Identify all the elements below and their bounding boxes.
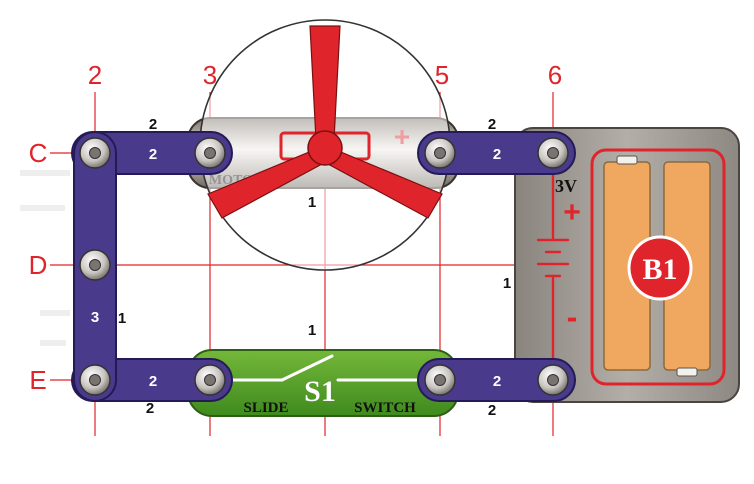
- stud-e5: [424, 364, 456, 396]
- battery-plus-sign: +: [563, 196, 581, 229]
- stud-c2: [79, 137, 111, 169]
- snap-wire-number: 2: [149, 373, 157, 390]
- snap-wire-top-right[interactable]: 2: [417, 131, 576, 175]
- level-label-bottom-right: 2: [488, 402, 496, 419]
- level-label-motor: 1: [308, 194, 316, 211]
- stud-c6: [537, 137, 569, 169]
- snap-wire-number: 2: [493, 373, 501, 390]
- level-label-bottom-left: 2: [146, 400, 154, 417]
- cell-terminal: [676, 367, 698, 377]
- battery-voltage-label: 3V: [555, 176, 577, 196]
- stud-e3: [194, 364, 226, 396]
- b1-badge: [627, 235, 693, 301]
- column-label-5: 5: [435, 60, 449, 90]
- row-label-d: D: [29, 250, 48, 280]
- stud-d2: [79, 249, 111, 281]
- stud-e2: [79, 364, 111, 396]
- level-label-battery: 1: [503, 275, 511, 292]
- switch-ref-label: S1: [304, 375, 336, 408]
- battery-symbol: [536, 166, 570, 362]
- switch-slide-text: SLIDE: [243, 400, 288, 416]
- snap-wire-number: 2: [493, 146, 501, 163]
- row-label-c: C: [29, 138, 48, 168]
- snap-wire-number: 3: [91, 309, 99, 326]
- background-smudge: [20, 170, 70, 346]
- level-label-switch: 1: [308, 322, 316, 339]
- stud-e6: [537, 364, 569, 396]
- level-label-top-left: 2: [149, 116, 157, 133]
- snap-wire-number: 2: [149, 146, 157, 163]
- column-label-6: 6: [548, 60, 562, 90]
- column-label-2: 2: [88, 60, 102, 90]
- battery-holder-b1[interactable]: B1 3V + -: [514, 127, 740, 403]
- level-label-top-right: 2: [488, 116, 496, 133]
- fan-blades: [207, 25, 443, 219]
- stud-c5: [424, 137, 456, 169]
- level-label-vertical: 1: [118, 310, 126, 327]
- cell-terminal: [616, 155, 638, 165]
- switch-switch-text: SWITCH: [354, 400, 416, 416]
- snap-wire-bottom-right[interactable]: 2: [417, 358, 576, 402]
- snap-studs: [79, 137, 569, 396]
- column-label-3: 3: [203, 60, 217, 90]
- battery-ref-label: B1: [642, 253, 677, 286]
- fan-hub: [307, 130, 343, 166]
- battery-minus-sign: -: [567, 299, 578, 335]
- switch-symbol: [224, 354, 420, 382]
- row-label-e: E: [29, 365, 46, 395]
- fan-blade[interactable]: [199, 19, 451, 271]
- stud-c3: [194, 137, 226, 169]
